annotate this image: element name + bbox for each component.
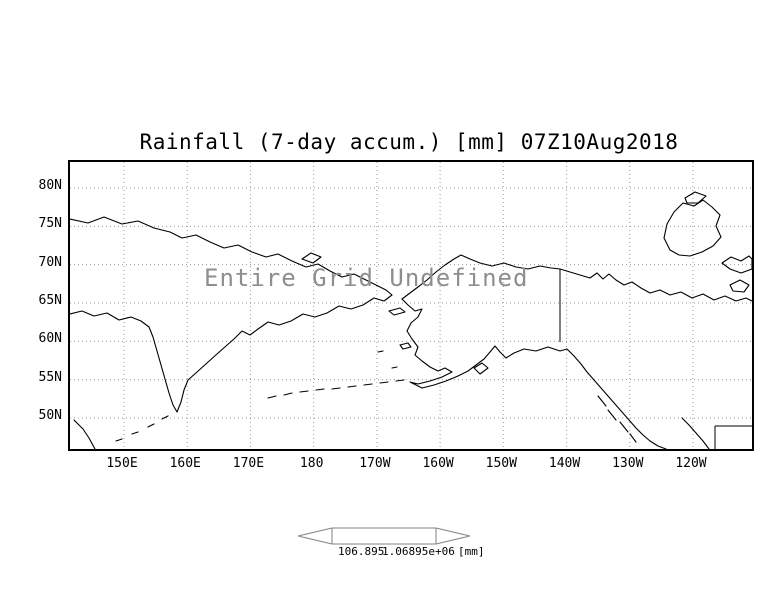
coastline-alaska-south	[401, 298, 667, 449]
lat-tick-label: 65N	[38, 292, 62, 308]
undefined-grid-message: Entire Grid Undefined	[204, 264, 529, 292]
st-lawrence-island	[388, 307, 406, 316]
lon-tick-label: 170E	[232, 456, 265, 471]
pribilof-island	[391, 366, 398, 369]
plot-title: Rainfall (7-day accum.) [mm] 07Z10Aug201…	[139, 130, 679, 154]
st-matthew-island	[377, 350, 384, 353]
lon-tick-label: 160E	[169, 456, 201, 471]
gridlines	[70, 162, 752, 449]
lat-tick-label: 75N	[38, 216, 62, 232]
lon-tick-label: 150W	[485, 456, 517, 471]
colorbar-min-label: 106.895	[338, 545, 385, 558]
lon-tick-label: 150E	[106, 456, 138, 471]
wrangel-island	[301, 252, 322, 264]
lat-tick-label: 50N	[38, 407, 62, 423]
lon-tick-label: 160W	[422, 456, 454, 471]
arctic-island-corner	[684, 191, 707, 204]
nunivak-island	[399, 342, 412, 350]
political-borders	[559, 269, 752, 449]
colorbar-units-label: [mm]	[458, 545, 485, 558]
lat-tick-label: 60N	[38, 331, 62, 347]
map-plot-area: Entire Grid Undefined	[68, 160, 754, 451]
lon-tick-label: 180	[299, 456, 324, 471]
coastline-okhotsk-corner	[73, 419, 96, 449]
panhandle-islands	[597, 395, 637, 443]
lon-tick-label: 140W	[548, 456, 581, 471]
map-svg	[70, 162, 752, 449]
lat-tick-label: 55N	[38, 369, 62, 385]
aleutian-islands	[267, 379, 405, 399]
colorbar-labels: 106.895 1.06895e+06 [mm]	[0, 545, 784, 559]
lon-tick-label: 170W	[359, 456, 391, 471]
victoria-island	[721, 255, 752, 274]
us-canada-border-49n	[714, 425, 752, 449]
kodiak-island	[473, 362, 489, 375]
coastline-arctic	[401, 254, 752, 302]
colorbar-max-label: 1.06895e+06	[382, 545, 455, 558]
colorbar-arrow	[297, 527, 471, 545]
pnw-coast	[681, 417, 710, 449]
colorbar-arrow-shape	[297, 527, 471, 545]
lat-tick-label: 80N	[38, 178, 62, 193]
lon-tick-label: 120W	[675, 456, 707, 471]
lon-tick-label: 130W	[612, 456, 644, 471]
arctic-island-small	[729, 279, 750, 293]
kuril-islands	[115, 415, 169, 442]
lat-tick-label: 70N	[38, 254, 62, 270]
coastlines	[70, 191, 752, 449]
banks-island	[663, 199, 722, 257]
coastline-siberia-kamchatka	[70, 216, 393, 413]
